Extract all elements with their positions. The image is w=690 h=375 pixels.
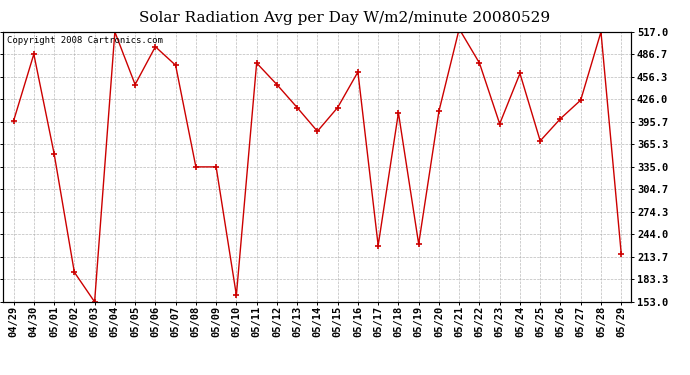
Text: Solar Radiation Avg per Day W/m2/minute 20080529: Solar Radiation Avg per Day W/m2/minute … bbox=[139, 11, 551, 25]
Text: Copyright 2008 Cartronics.com: Copyright 2008 Cartronics.com bbox=[7, 36, 162, 45]
